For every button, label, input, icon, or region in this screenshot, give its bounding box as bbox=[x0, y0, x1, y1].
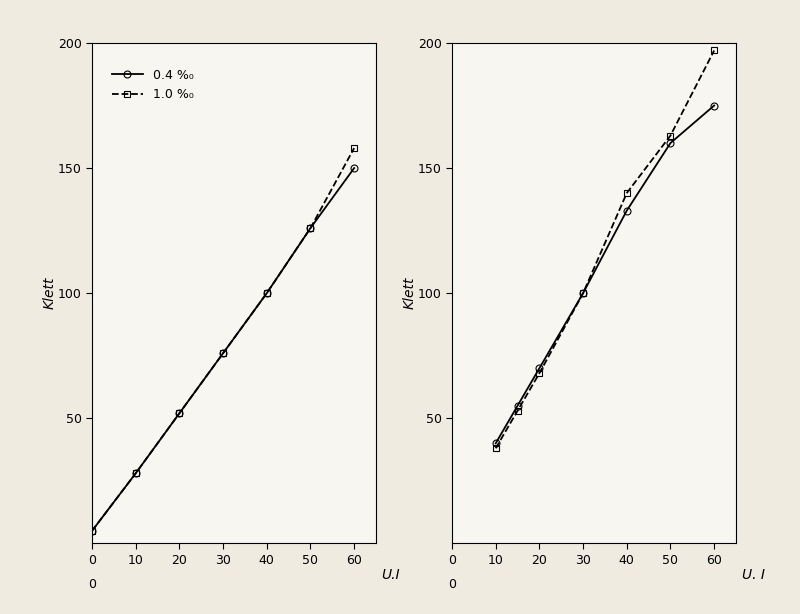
Text: 0: 0 bbox=[88, 578, 96, 591]
Text: U. I: U. I bbox=[742, 569, 765, 583]
Legend: 0.4 %₀, 1.0 %₀: 0.4 %₀, 1.0 %₀ bbox=[106, 64, 198, 106]
Y-axis label: Klett: Klett bbox=[42, 277, 56, 309]
Y-axis label: Klett: Klett bbox=[402, 277, 416, 309]
Text: 0: 0 bbox=[448, 578, 456, 591]
Text: U.I: U.I bbox=[382, 569, 400, 583]
